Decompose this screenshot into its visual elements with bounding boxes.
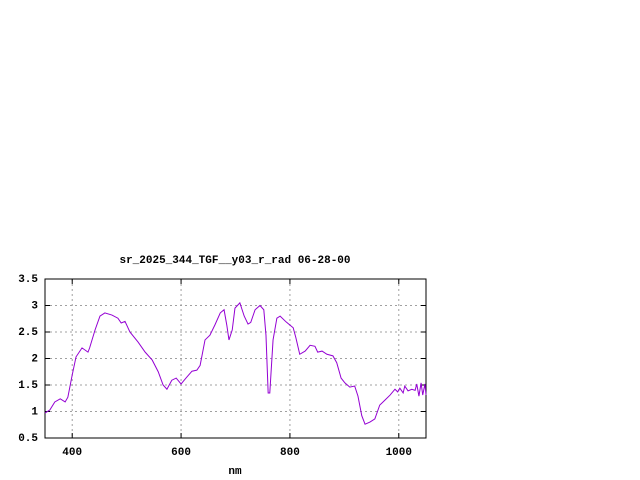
x-tick-label: 400 [62, 447, 82, 459]
x-tick-label: 600 [171, 447, 191, 459]
chart-title: sr_2025_344_TGF__y03_r_rad 06-28-00 [119, 255, 350, 267]
y-tick-label: 1.5 [18, 380, 38, 392]
x-axis-label: nm [228, 466, 242, 478]
data-line [44, 301, 427, 425]
y-tick-label: 0.5 [18, 433, 38, 445]
y-tick-label: 2.5 [18, 327, 38, 339]
y-tick-label: 3.5 [18, 274, 38, 286]
plot-frame [44, 278, 427, 439]
y-tick-label: 3 [31, 300, 38, 312]
y-tick-label: 1 [31, 406, 38, 418]
y-tick-label: 2 [31, 353, 38, 365]
x-tick-label: 800 [280, 447, 300, 459]
x-tick-label: 1000 [386, 447, 412, 459]
